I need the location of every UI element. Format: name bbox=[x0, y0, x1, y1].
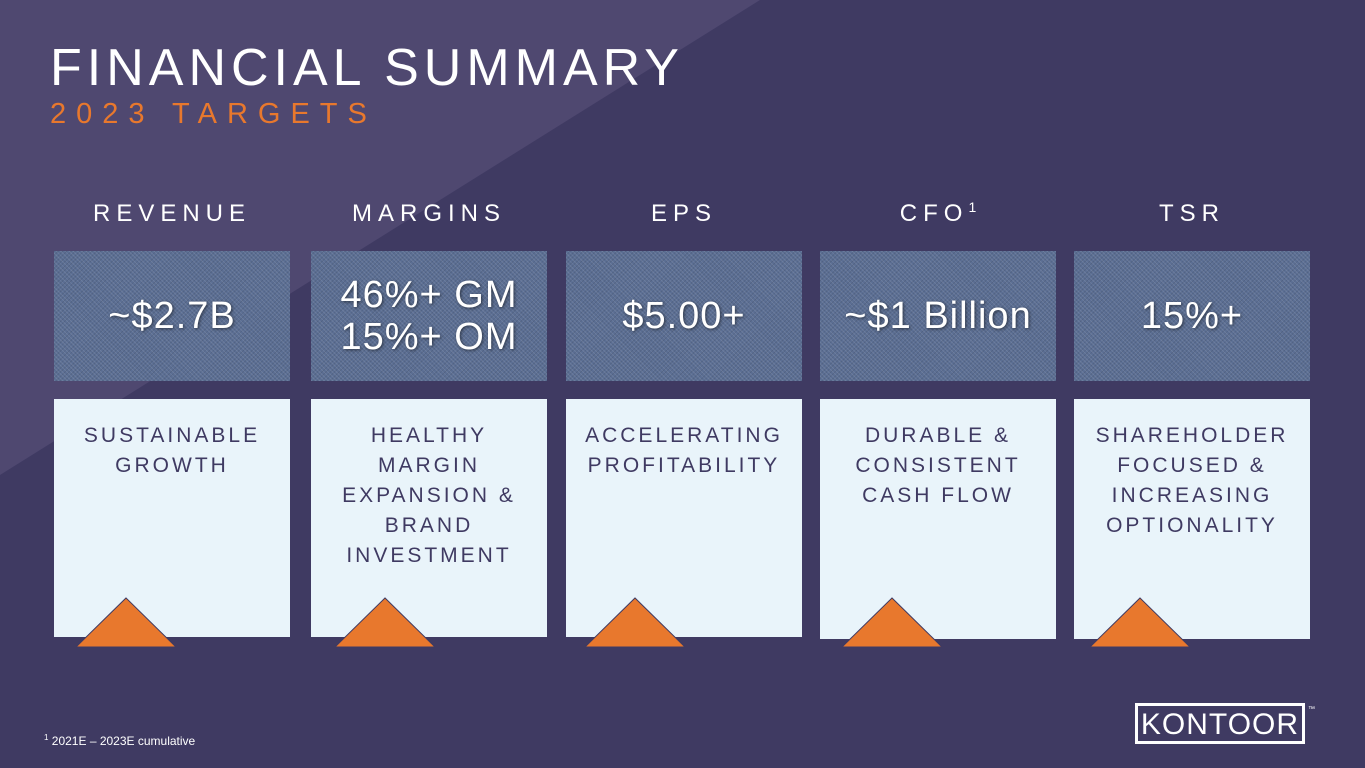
description-margins: HEALTHY MARGIN EXPANSION & BRAND INVESTM… bbox=[342, 424, 516, 567]
triangle-icon bbox=[335, 597, 435, 648]
description-eps: ACCELERATING PROFITABILITY bbox=[585, 424, 783, 477]
column-header-margins: MARGINS bbox=[351, 200, 506, 227]
page-title: FINANCIAL SUMMARY bbox=[50, 39, 684, 97]
description-box-revenue: SUSTAINABLE GROWTH bbox=[54, 399, 290, 637]
description-tsr: SHAREHOLDER FOCUSED & INCREASING OPTIONA… bbox=[1095, 424, 1289, 537]
value-box-margins: 46%+ GM 15%+ OM bbox=[311, 251, 547, 381]
page-subtitle: 2023 TARGETS bbox=[50, 98, 377, 130]
value-revenue: ~$2.7B bbox=[108, 295, 236, 337]
description-box-cfo: DURABLE & CONSISTENT CASH FLOW bbox=[820, 399, 1056, 639]
value-box-revenue: ~$2.7B bbox=[54, 251, 290, 381]
description-box-margins: HEALTHY MARGIN EXPANSION & BRAND INVESTM… bbox=[311, 399, 547, 637]
value-margins: 46%+ GM 15%+ OM bbox=[340, 274, 518, 358]
value-box-tsr: 15%+ bbox=[1074, 251, 1310, 381]
triangle-icon bbox=[76, 597, 176, 648]
description-cfo: DURABLE & CONSISTENT CASH FLOW bbox=[855, 424, 1021, 507]
footnote: 1 2021E – 2023E cumulative bbox=[44, 733, 196, 748]
logo-text: KONTOOR bbox=[1141, 708, 1299, 741]
triangle-icon bbox=[1090, 597, 1190, 648]
description-box-eps: ACCELERATING PROFITABILITY bbox=[566, 399, 802, 637]
column-header-eps: EPS bbox=[650, 200, 718, 227]
logo-trademark: ™ bbox=[1308, 706, 1315, 713]
triangle-icon bbox=[842, 597, 942, 648]
value-tsr: 15%+ bbox=[1140, 295, 1244, 337]
column-header-cfo: CFO1 bbox=[899, 199, 977, 227]
description-revenue: SUSTAINABLE GROWTH bbox=[83, 424, 261, 477]
value-eps: $5.00+ bbox=[622, 295, 746, 337]
description-box-tsr: SHAREHOLDER FOCUSED & INCREASING OPTIONA… bbox=[1074, 399, 1310, 639]
value-box-eps: $5.00+ bbox=[566, 251, 802, 381]
kontoor-logo: KONTOOR ™ bbox=[1135, 703, 1315, 744]
value-cfo: ~$1 Billion bbox=[844, 295, 1032, 337]
triangle-icon bbox=[585, 597, 685, 648]
column-header-tsr: TSR bbox=[1159, 200, 1225, 227]
column-header-revenue: REVENUE bbox=[92, 200, 252, 227]
value-box-cfo: ~$1 Billion bbox=[820, 251, 1056, 381]
